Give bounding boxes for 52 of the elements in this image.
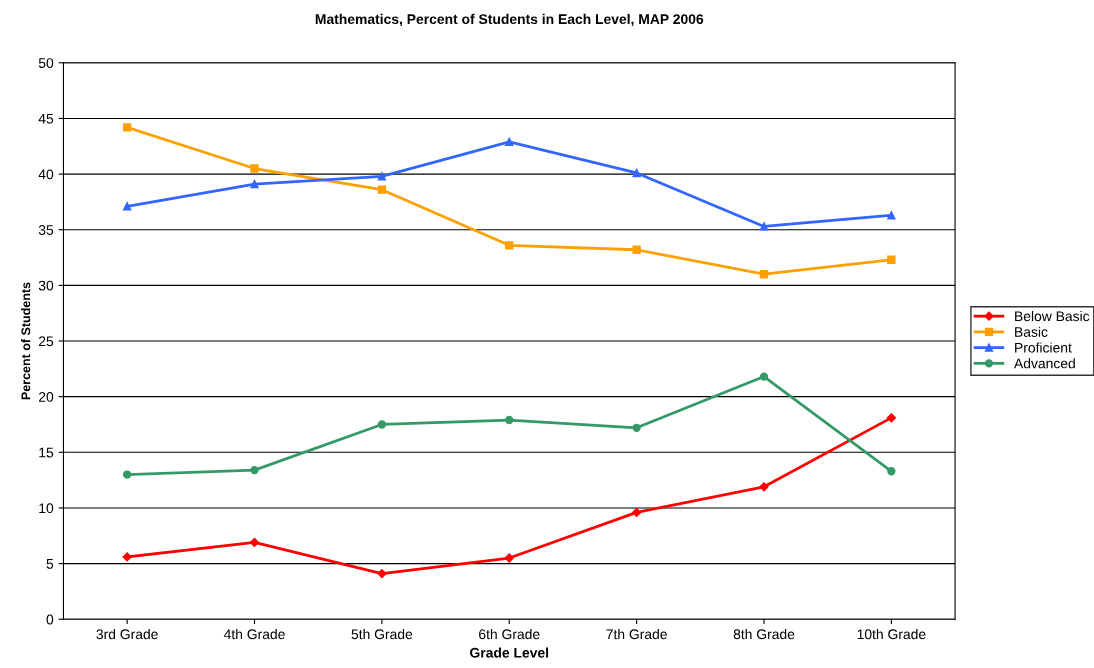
y-tick-label: 15 xyxy=(39,447,54,458)
legend-label: Below Basic xyxy=(1015,310,1090,322)
y-tick-label: 5 xyxy=(46,559,54,569)
point xyxy=(377,172,387,181)
y-tick-label: 0 xyxy=(46,614,54,625)
y-tick-label: 10 xyxy=(39,503,54,514)
x-tick-label: 5th Grade xyxy=(351,628,413,640)
point xyxy=(122,552,132,562)
point xyxy=(377,420,387,429)
y-tick-label: 40 xyxy=(38,169,54,180)
x-tick-label: 4th Grade xyxy=(223,628,285,640)
point xyxy=(759,482,769,492)
legend-label: Advanced xyxy=(1014,358,1075,369)
point xyxy=(632,168,641,178)
x-tick-label: 6th Grade xyxy=(479,628,540,640)
x-tick-label: 3rd Grade xyxy=(96,628,158,640)
point xyxy=(505,415,514,425)
y-tick-label: 50 xyxy=(38,58,54,68)
legend-label: Basic xyxy=(1015,326,1048,337)
point xyxy=(505,137,514,146)
point xyxy=(632,507,642,518)
chart-title: Mathematics, Percent of Students in Each Level, MAP 2006 xyxy=(315,13,704,27)
y-tick-label: 35 xyxy=(38,225,54,235)
point xyxy=(122,202,132,211)
point xyxy=(377,185,387,194)
point xyxy=(886,413,896,423)
y-tick-label: 30 xyxy=(38,280,54,291)
point xyxy=(887,467,896,476)
y-tick-label: 20 xyxy=(38,391,54,402)
point xyxy=(250,465,259,475)
x-axis-title: Grade Level xyxy=(470,647,549,658)
point xyxy=(504,553,514,563)
point xyxy=(632,423,641,432)
y-axis-title: Percent of Students xyxy=(21,282,31,400)
point xyxy=(632,245,641,254)
point xyxy=(759,372,769,381)
point xyxy=(377,568,387,579)
x-tick-label: 8th Grade xyxy=(733,628,795,640)
y-tick-label: 25 xyxy=(38,336,54,347)
point xyxy=(505,241,514,250)
x-tick-label: 7th Grade xyxy=(606,628,667,640)
point xyxy=(887,211,896,220)
point xyxy=(250,164,259,173)
y-tick-label: 45 xyxy=(38,113,54,124)
point xyxy=(122,123,132,132)
legend-label: Proficient xyxy=(1015,342,1072,353)
point xyxy=(759,270,769,279)
x-tick-label: 10th Grade xyxy=(857,628,926,640)
point xyxy=(759,222,769,231)
point xyxy=(887,255,896,264)
point xyxy=(122,470,132,479)
point xyxy=(250,179,259,189)
